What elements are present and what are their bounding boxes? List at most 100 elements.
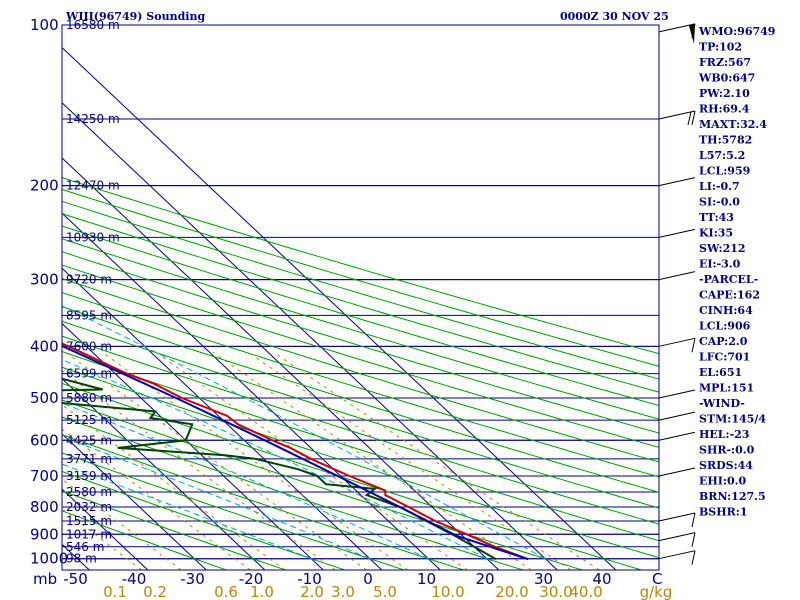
dry-adiabat [62,320,659,509]
mixing-ratio-tick-label: 30.0 [539,583,572,600]
plot-frame [61,24,660,571]
index-line: MAXT:32.4 [699,118,767,131]
sounding-curves [62,342,529,561]
wind-barb [658,512,696,528]
wind-barb-feather [687,111,692,126]
pressure-tick-label: 400 [30,337,59,355]
index-line: BRN:127.5 [699,490,766,503]
wind-barb-feather [691,532,696,547]
pressure-tick-label: 200 [30,177,59,195]
height-label: 1515 m [66,514,112,528]
index-line: MPL:151 [699,382,754,395]
mixing-ratio-line [62,404,286,570]
pressure-tick-label: 600 [30,431,59,449]
dry-adiabat [62,416,524,570]
temperature-unit-label: C [652,570,662,588]
dry-adiabat [62,510,227,570]
dry-adiabat [62,278,659,463]
moist-adiabat [62,463,312,560]
temperature-tick-label: -40 [122,570,147,588]
height-label: 9720 m [66,273,112,287]
index-line: EL:651 [699,366,742,379]
index-line: RH:69.4 [699,103,750,116]
mixing-ratio-tick-label: 2.0 [300,583,324,600]
height-label: 12470 m [66,179,120,193]
temperature-tick-label: -30 [180,570,205,588]
pressure-tick-label: 900 [30,525,59,543]
moist-adiabat [62,359,488,560]
index-line: CAP:2.0 [699,335,748,348]
index-line: SW:212 [699,242,746,255]
height-label: 546 m [66,540,104,554]
pressure-tick-label: 1000 [30,550,68,568]
temperature-tick-label: 20 [475,570,494,588]
index-line: SRDS:44 [699,459,753,472]
mixing-ratio-tick-label: 10.0 [431,583,464,600]
temperature-tick-label: -50 [63,570,88,588]
index-line: SHR-:0.0 [699,444,755,457]
wind-barb-staff [658,337,696,347]
height-label: 3771 m [66,452,112,466]
wind-barb-staff [658,271,696,281]
dry-adiabat [62,200,659,380]
dry-adiabat [62,490,286,570]
wind-barb [658,411,696,421]
mixing-ratio-tick-label: 1.0 [250,583,274,600]
isotherm-line [62,46,617,570]
index-line: LCL:959 [699,165,750,178]
mixing-ratio-line [62,508,142,570]
mixing-ratio-tick-label: 0.6 [214,583,238,600]
height-label: 7600 m [66,339,112,353]
pressure-tick-label: 800 [30,498,59,516]
height-label: 3159 m [66,469,112,483]
index-line: STM:145/4 [699,413,766,426]
mixing-ratio-line [273,351,600,570]
isotherm-line [62,378,266,570]
wind-barb [658,389,696,399]
mixing-ratio-line [62,478,182,570]
mixing-ratio-tick-label: 5.0 [373,583,397,600]
index-line: EHI:0.0 [699,475,746,488]
dry-adiabat [62,382,642,570]
height-label: 4425 m [66,433,112,447]
wind-barb [658,110,696,126]
dry-adiabat [62,238,659,420]
height-label: 98 m [66,552,97,566]
dry-adiabat [62,251,659,434]
wind-barb [658,23,696,44]
mixing-ratio-tick-label: 40.0 [569,583,602,600]
index-line: FRZ:567 [699,56,751,69]
index-line: WB0:647 [698,72,755,85]
wind-barb-feather [691,512,696,528]
dry-adiabat [62,306,659,493]
temperature-tick-label: -10 [297,570,322,588]
index-line: KI:35 [699,227,733,240]
dry-adiabat [62,213,659,393]
pressure-tick-label: 500 [30,389,59,407]
index-line: TP:102 [699,41,742,54]
index-line: TT:43 [699,211,734,224]
index-line: CAPE:162 [699,289,760,302]
dry-adiabat [62,350,659,542]
height-label: 2032 m [66,500,112,514]
dry-adiabat [62,264,659,448]
mixing-ratio-tick-label: 0.2 [143,583,167,600]
index-line: -PARCEL- [699,273,758,286]
temperature-curve [62,342,529,561]
index-line: L57:5.2 [699,149,745,162]
height-label: 14250 m [66,112,120,126]
wind-barb-staff [658,512,696,522]
temperature-tick-label: -20 [239,570,264,588]
height-label: 1017 m [66,527,112,541]
dry-adiabat [62,225,659,406]
wind-barb-staff [658,431,696,441]
pressure-unit-label: mb [33,570,57,588]
wind-barbs [658,23,696,565]
index-line: -WIND- [699,397,745,410]
wind-barb-pennant [689,23,695,44]
wind-barb-staff [658,228,696,238]
wind-barb-staff [658,389,696,399]
height-label: 2580 m [66,485,112,499]
wind-barb [658,532,696,547]
